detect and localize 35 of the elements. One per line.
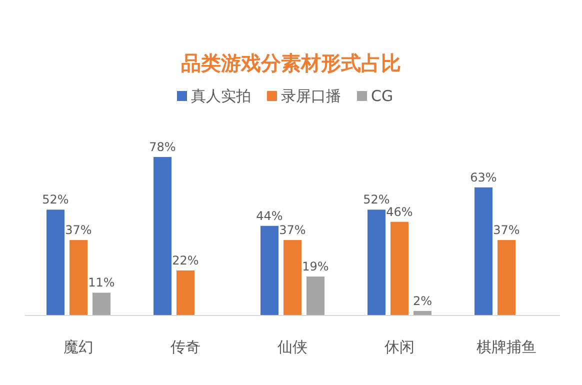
legend-label: 真人实拍	[191, 87, 251, 105]
x-tick-label: 魔幻	[64, 338, 94, 356]
bar	[154, 157, 172, 315]
data-label: 37%	[279, 223, 306, 238]
data-label: 11%	[88, 276, 115, 290]
data-label: 46%	[386, 204, 413, 219]
bar	[260, 226, 278, 315]
data-label: 78%	[149, 140, 176, 154]
data-label: 2%	[412, 294, 432, 308]
bar	[46, 210, 64, 315]
bar	[92, 292, 110, 315]
data-label: 52%	[363, 192, 390, 207]
bar	[176, 270, 194, 315]
bar	[284, 240, 302, 315]
data-label: 37%	[493, 223, 520, 238]
legend-label: 录屏口播	[281, 87, 341, 105]
chart-title: 品类游戏分素材形式占比	[181, 51, 401, 75]
bar	[306, 276, 324, 315]
bar	[474, 187, 492, 315]
x-tick-label: 棋牌捕鱼	[476, 338, 536, 356]
data-label: 37%	[65, 223, 92, 238]
data-label: 22%	[172, 253, 199, 268]
x-tick-label: 休闲	[384, 338, 414, 356]
bar	[414, 310, 432, 315]
x-tick-label: 仙侠	[278, 338, 308, 356]
data-label: 19%	[302, 260, 329, 274]
data-label: 63%	[470, 170, 497, 184]
legend-label: CG	[371, 87, 394, 105]
data-label: 44%	[256, 208, 283, 223]
bar	[368, 210, 386, 315]
data-label: 52%	[42, 192, 69, 207]
bar	[70, 240, 88, 315]
bar	[390, 222, 408, 315]
bar	[498, 240, 516, 315]
x-tick-label: 传奇	[170, 338, 200, 356]
